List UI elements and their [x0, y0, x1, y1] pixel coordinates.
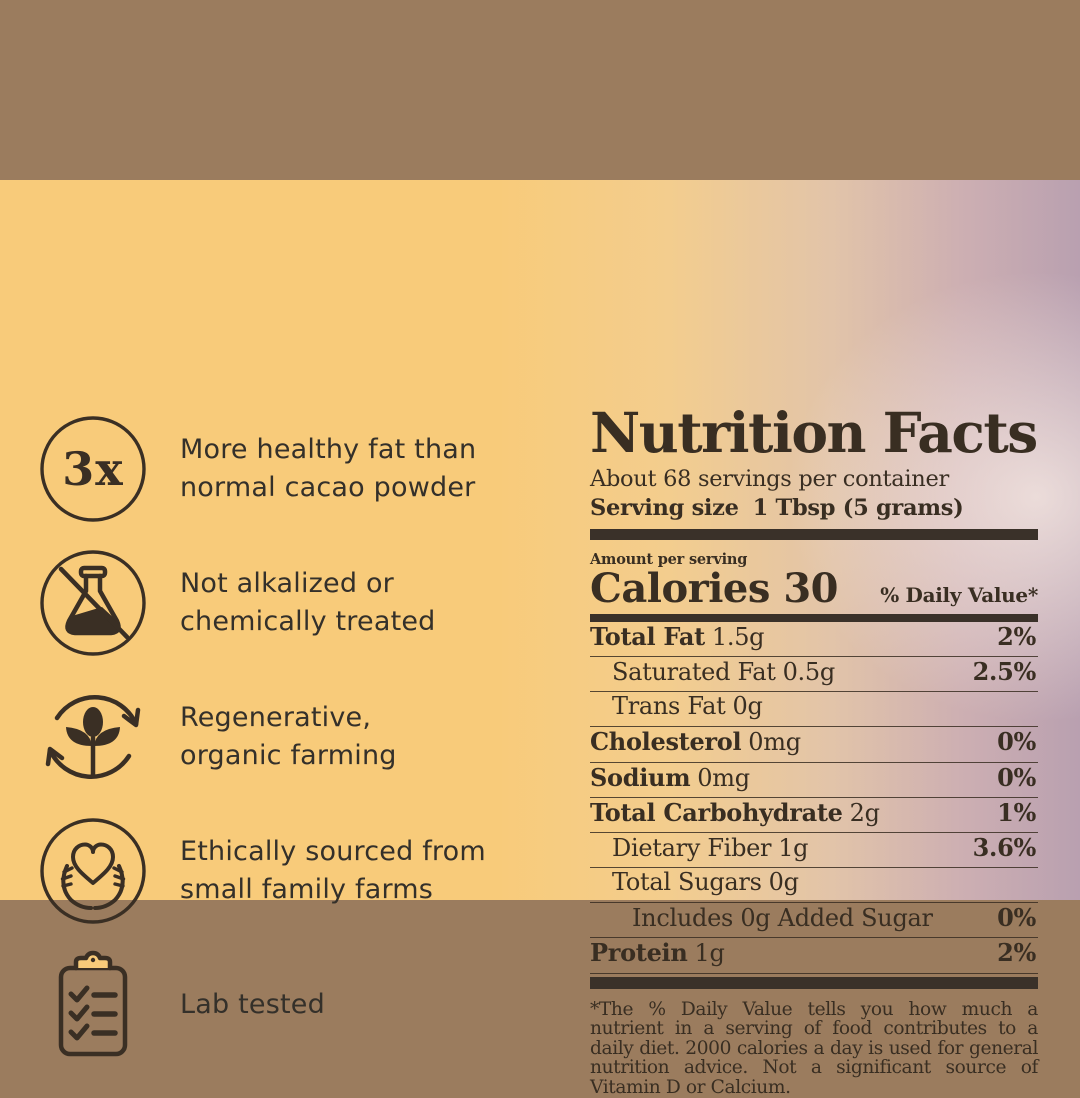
nutrition-row-saturated-fat: Saturated Fat 0.5g 2.5% — [590, 656, 1038, 693]
row-daily-value: 3.6% — [972, 832, 1037, 862]
daily-value-header: % Daily Value* — [880, 582, 1038, 607]
row-daily-value: 2% — [997, 938, 1036, 968]
calories-value: 30 — [783, 564, 838, 612]
feature-text: Regenerative, organic farming — [180, 699, 510, 775]
row-daily-value: 2% — [997, 621, 1036, 651]
feature-not-alkalized: Not alkalized or chemically treated — [38, 536, 510, 670]
feature-list: 3x More healthy fat than normal cacao po… — [38, 402, 510, 1072]
feature-text: More healthy fat than normal cacao powde… — [180, 431, 510, 507]
row-amount: 0g — [768, 868, 799, 897]
feature-text: Ethically sourced from small family farm… — [180, 833, 510, 909]
row-daily-value: 0% — [997, 903, 1036, 933]
nutrition-row-sodium: Sodium 0mg 0% — [590, 763, 1038, 798]
row-amount: 0mg — [748, 728, 801, 757]
regenerative-cycle-plant-icon — [38, 682, 148, 792]
nutrition-row-protein: Protein 1g 2% — [590, 938, 1038, 974]
feature-text: Lab tested — [180, 986, 510, 1024]
nutrition-facts-panel: Nutrition Facts About 68 servings per co… — [590, 404, 1038, 1098]
feature-text-line: Not alkalized or — [180, 568, 394, 599]
feature-text-line: organic farming — [180, 740, 397, 771]
row-amount: 2g — [849, 798, 880, 827]
row-amount: 0g — [732, 692, 763, 721]
row-label: Total Sugars — [612, 868, 762, 897]
3x-badge-text: 3x — [62, 442, 123, 496]
divider-end — [590, 976, 1038, 989]
top-brown-band — [0, 0, 1080, 180]
calories-label-value: Calories 30 — [590, 564, 838, 612]
row-daily-value: 0% — [997, 727, 1036, 757]
row-amount: 1g — [778, 833, 809, 862]
row-label: Total Carbohydrate — [590, 797, 843, 827]
row-amount: 1g — [694, 939, 725, 968]
no-flask-icon — [38, 548, 148, 658]
nutrition-row-total-sugars: Total Sugars 0g — [590, 868, 1038, 904]
row-daily-value: 1% — [997, 797, 1036, 827]
nutrition-row-total-carbohydrate: Total Carbohydrate 2g 1% — [590, 798, 1038, 833]
3x-circle-icon: 3x — [38, 414, 148, 524]
hands-holding-heart-icon — [38, 816, 148, 926]
row-amount: 0mg — [697, 763, 750, 792]
servings-per-container: About 68 servings per container — [590, 465, 949, 492]
nutrition-title: Nutrition Facts — [590, 400, 1038, 465]
row-label: Trans Fat — [612, 692, 726, 721]
feature-text-line: small family farms — [180, 874, 434, 905]
row-label: Total Fat — [590, 621, 705, 651]
feature-regenerative: Regenerative, organic farming — [38, 670, 510, 804]
row-amount: 0.5g — [782, 657, 836, 686]
daily-value-footnote: *The % Daily Value tells you how much a … — [590, 998, 1038, 1098]
feature-text: Not alkalized or chemically treated — [180, 565, 510, 641]
row-amount: 1.5g — [711, 622, 765, 651]
feature-text-line: chemically treated — [180, 606, 436, 637]
serving-size-value: 1 Tbsp (5 grams) — [752, 494, 964, 521]
serving-size-row: Serving size 1 Tbsp (5 grams) — [590, 495, 1038, 521]
feature-lab-tested: Lab tested — [38, 938, 510, 1072]
feature-text-line: Lab tested — [180, 989, 325, 1020]
row-daily-value: 2.5% — [972, 656, 1037, 686]
amount-per-serving: Amount per serving — [590, 550, 748, 568]
feature-text-line: Regenerative, — [180, 702, 372, 733]
calories-label: Calories — [590, 564, 770, 612]
lab-checklist-clipboard-icon — [38, 950, 148, 1060]
nutrition-row-dietary-fiber: Dietary Fiber 1g 3.6% — [590, 832, 1038, 869]
feature-healthy-fat: 3x More healthy fat than normal cacao po… — [38, 402, 510, 536]
row-label: Sodium — [590, 762, 691, 792]
nutrition-row-trans-fat: Trans Fat 0g — [590, 692, 1038, 728]
nutrition-row-total-fat: Total Fat 1.5g 2% — [590, 622, 1038, 657]
nutrition-row-added-sugar: Includes 0g Added Sugar 0% — [590, 903, 1038, 939]
row-label: Cholesterol — [590, 727, 742, 757]
feature-ethically-sourced: Ethically sourced from small family farm… — [38, 804, 510, 938]
row-label: Dietary Fiber — [612, 833, 772, 862]
bottom-brown-band — [0, 900, 1080, 1080]
serving-size-label: Serving size — [590, 494, 739, 521]
feature-text-line: Ethically sourced from — [180, 836, 486, 867]
row-label: Includes 0g Added Sugar — [632, 904, 933, 933]
divider-medium — [590, 613, 1038, 622]
divider-thick — [590, 528, 1038, 540]
nutrition-row-cholesterol: Cholesterol 0mg 0% — [590, 727, 1038, 763]
feature-text-line: More healthy fat than — [180, 434, 477, 465]
feature-text-line: normal cacao powder — [180, 472, 476, 503]
label-panel: 3x More healthy fat than normal cacao po… — [0, 180, 1080, 1097]
calories-row: Calories 30 % Daily Value* — [590, 564, 1038, 612]
row-label: Saturated Fat — [612, 657, 776, 686]
row-label: Protein — [590, 938, 688, 968]
row-daily-value: 0% — [997, 762, 1036, 792]
